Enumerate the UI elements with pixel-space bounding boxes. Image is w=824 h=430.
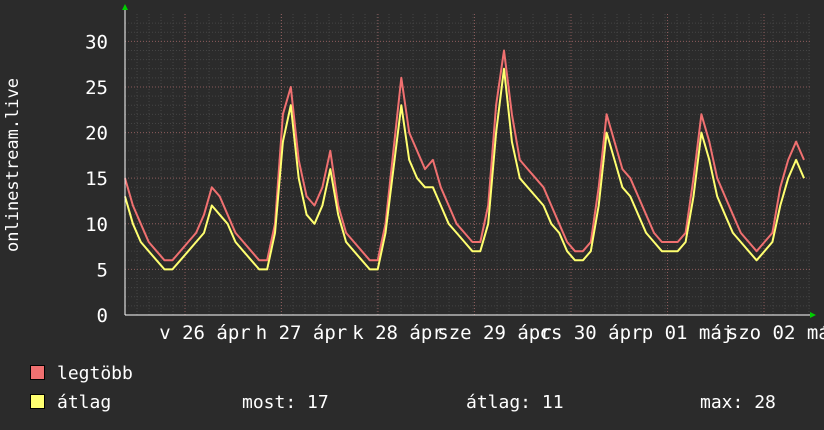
x-tick-label: k 28 ápr xyxy=(352,322,444,344)
y-tick-label: 10 xyxy=(85,214,108,236)
y-tick-label: 30 xyxy=(85,31,108,53)
stat-max: max: 28 xyxy=(700,392,776,413)
y-axis-arrow xyxy=(122,4,128,10)
x-tick-label: szo 02 máj xyxy=(727,322,824,344)
y-tick-label: 20 xyxy=(85,123,108,145)
x-axis-arrow xyxy=(810,312,816,318)
x-tick-label: v 26 ápr xyxy=(159,322,251,344)
legend-label-max: legtöbb xyxy=(57,363,133,384)
x-tick-label: p 01 máj xyxy=(642,322,734,344)
stat-avg: átlag: 11 xyxy=(466,392,564,413)
legend-label-avg: átlag xyxy=(57,392,112,413)
stat-avg-value: 11 xyxy=(541,392,564,413)
stat-max-value: 28 xyxy=(754,392,776,413)
y-tick-label: 15 xyxy=(85,168,108,190)
y-tick-labels: 0 5 10 15 20 25 30 xyxy=(85,31,108,327)
x-tick-label: h 27 ápr xyxy=(256,322,348,344)
legend-item-avg: átlag xyxy=(30,392,111,413)
y-tick-label: 0 xyxy=(97,305,108,327)
legend-item-max: legtöbb xyxy=(30,363,133,384)
y-tick-label: 5 xyxy=(97,259,108,281)
series-lines xyxy=(124,49,805,271)
series-line-0 xyxy=(124,49,805,262)
legend-swatch-avg xyxy=(30,394,45,409)
axes xyxy=(122,4,816,318)
legend-swatch-max xyxy=(30,365,45,380)
series-line-1 xyxy=(124,67,805,271)
x-tick-label: cs 30 ápr xyxy=(540,322,643,344)
x-tick-label: sze 29 ápr xyxy=(437,322,551,344)
y-tick-label: 25 xyxy=(85,77,108,99)
stat-now: most: 17 xyxy=(242,392,329,413)
stat-now-value: 17 xyxy=(307,392,329,413)
grid xyxy=(125,14,810,315)
